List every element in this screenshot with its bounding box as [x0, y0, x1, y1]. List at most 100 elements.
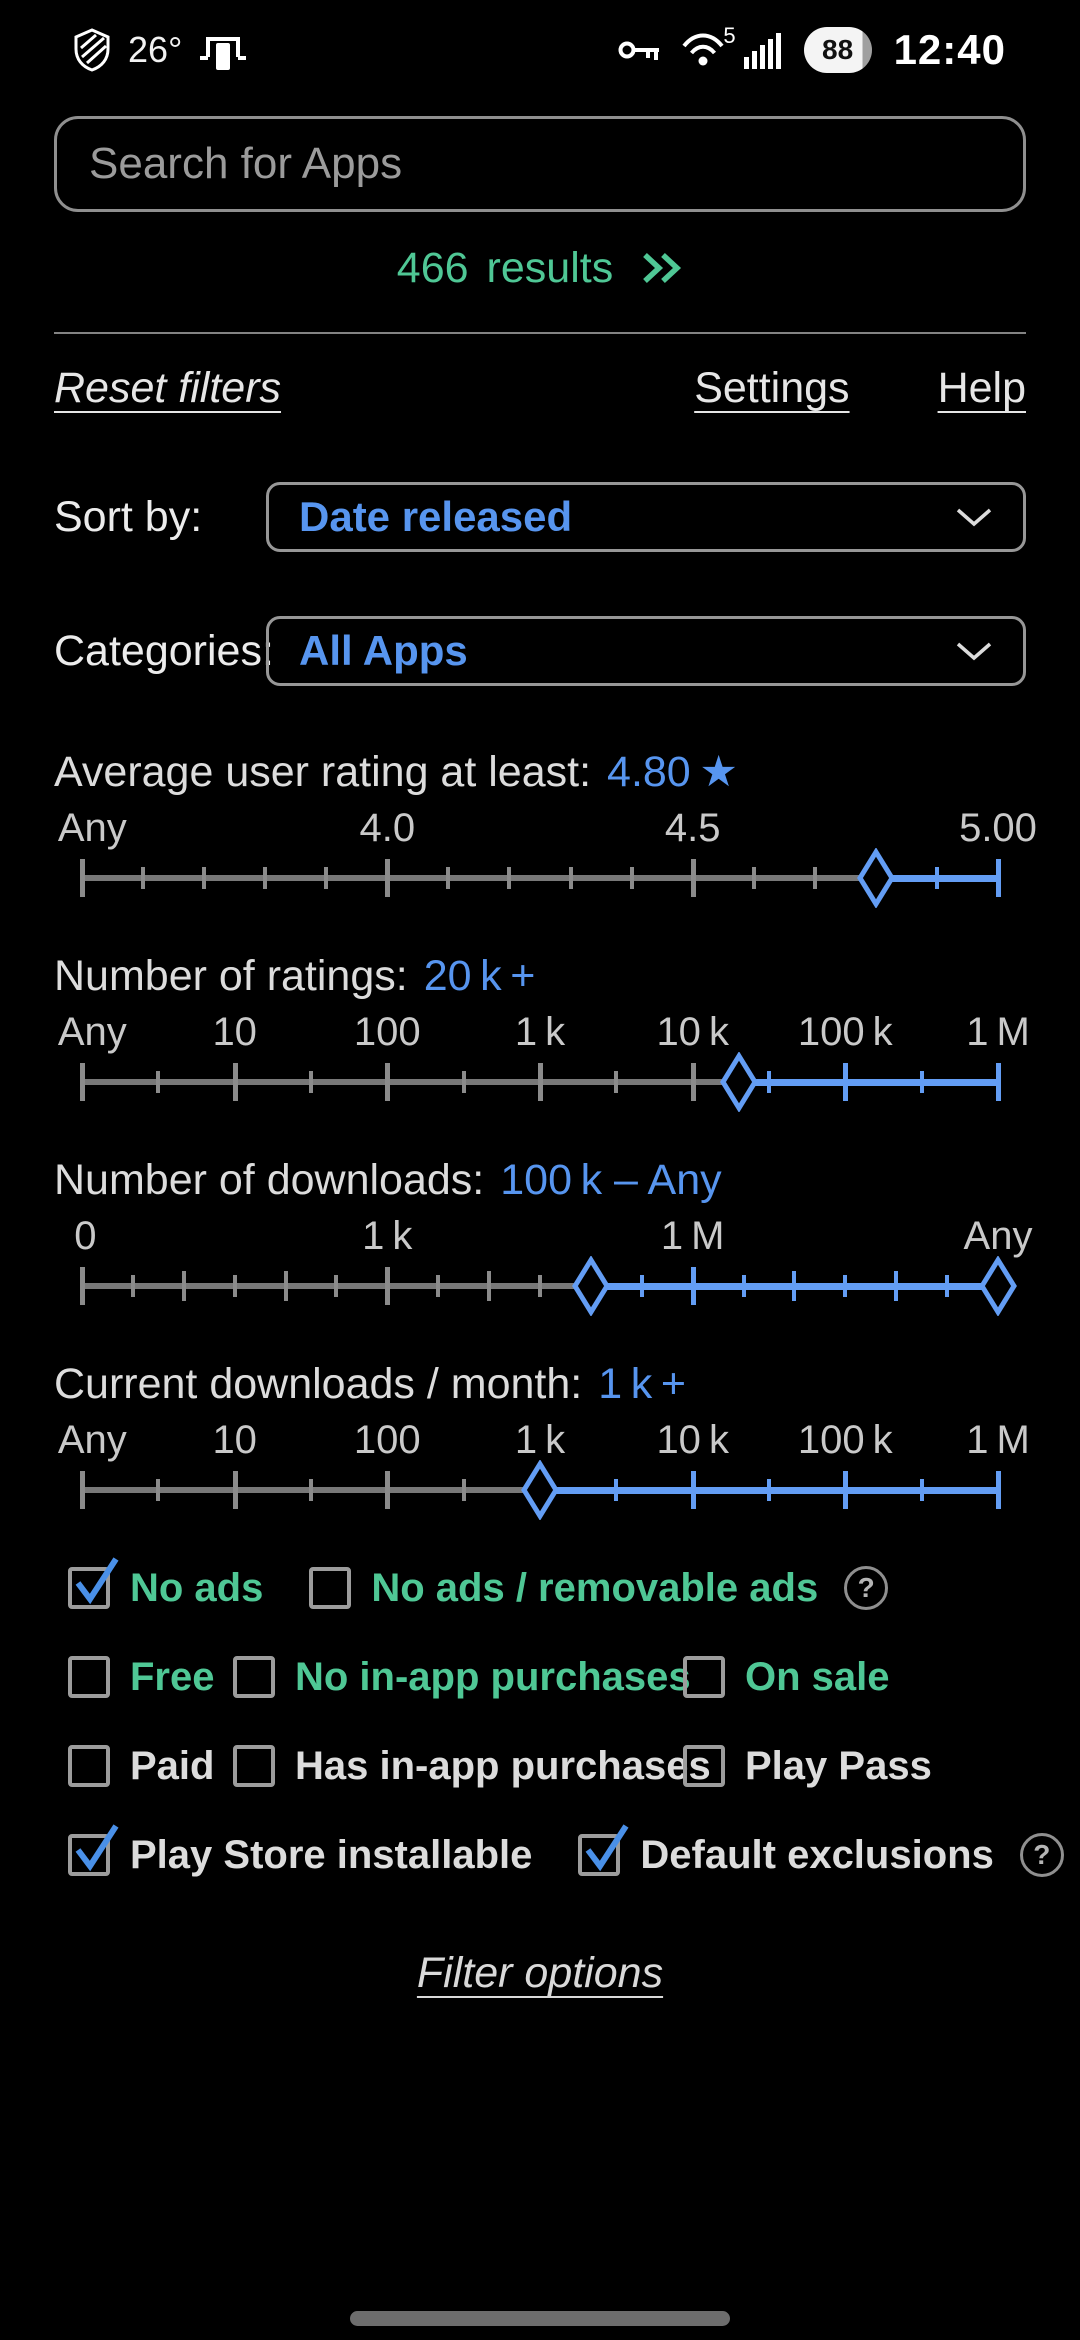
slider-scale-label: 10 — [212, 1418, 257, 1462]
reset-filters-link[interactable]: Reset filters — [54, 363, 282, 412]
slider-title-text: Average user rating at least: — [54, 748, 592, 796]
settings-link[interactable]: Settings — [694, 363, 850, 412]
slider-tick — [232, 1275, 237, 1297]
clock: 12:40 — [893, 26, 1006, 73]
slider-tick — [385, 1063, 391, 1101]
slider-tick — [232, 1471, 238, 1509]
checkbox-play-store-installable[interactable]: Play Store installable — [68, 1824, 532, 1878]
slider-tick — [461, 1071, 466, 1093]
slider-tick — [945, 1275, 950, 1297]
checkbox-label: Has in-app purchases — [295, 1743, 711, 1788]
slider-handle[interactable] — [856, 847, 896, 909]
slider-scale-label: 5.00 — [959, 806, 1037, 850]
categories-dropdown[interactable]: All Apps — [266, 616, 1026, 686]
filter-options-row: Filter options — [0, 1949, 1080, 2005]
search-box — [54, 116, 1026, 212]
checkbox-unchecked-icon — [68, 1656, 110, 1698]
status-left: 26° — [74, 27, 247, 73]
slider-scale-label: 1 k — [514, 1418, 566, 1462]
slider-track[interactable] — [80, 1255, 1017, 1317]
checkbox-no-ads[interactable]: No ads — [68, 1557, 263, 1611]
help-icon[interactable]: ? — [1019, 1833, 1064, 1877]
filter-options-link[interactable]: Filter options — [416, 1949, 664, 1997]
results-link[interactable]: 466 results — [0, 242, 1080, 294]
slider-tick — [919, 1479, 924, 1501]
slider-handle[interactable] — [571, 1255, 611, 1317]
checkbox-default-exclusions[interactable]: Default exclusions? — [578, 1824, 1064, 1878]
sort-by-row: Sort by: Date released — [54, 482, 1026, 552]
slider-title: Number of downloads: 100 k – Any — [54, 1152, 1026, 1208]
temperature: 26° — [128, 29, 183, 70]
checkbox-label: Default exclusions — [640, 1832, 994, 1877]
slider-value: 4.80 ★ — [607, 748, 738, 796]
checkbox-has-in-app-purchases[interactable]: Has in-app purchases — [233, 1744, 711, 1789]
double-chevron-right-icon — [639, 246, 683, 290]
checkbox-unchecked-icon — [683, 1745, 725, 1787]
checkbox-play-pass[interactable]: Play Pass — [683, 1744, 1026, 1789]
gesture-navigation-handle[interactable] — [350, 2311, 730, 2326]
slider-tick — [181, 1271, 186, 1301]
slider-tick — [80, 1063, 85, 1101]
categories-value: All Apps — [299, 627, 468, 674]
results-count: 466 — [396, 243, 469, 292]
slider-tick — [334, 1275, 339, 1297]
battery-pill: 88 — [803, 27, 872, 73]
categories-row: Categories: All Apps — [54, 616, 1026, 686]
slider: 0 1 k 1 M Any — [54, 1214, 1032, 1317]
slider-tick — [141, 867, 146, 889]
slider-tick — [690, 1063, 696, 1101]
checkbox-row: Free No in-app purchases On sale — [68, 1653, 1026, 1701]
sort-by-dropdown[interactable]: Date released — [266, 482, 1026, 552]
slider-tick — [843, 1471, 849, 1509]
slider-track[interactable] — [80, 1051, 1001, 1113]
checkbox-unchecked-icon — [309, 1567, 352, 1609]
slider-tick — [461, 1479, 466, 1501]
slider-tick — [568, 867, 573, 889]
slider-tick — [690, 1471, 696, 1509]
checkbox-on-sale[interactable]: On sale — [683, 1655, 1026, 1700]
slider-track[interactable] — [80, 1459, 1001, 1521]
chevron-down-icon — [955, 640, 993, 662]
slider-tick — [690, 859, 696, 897]
status-right: 5 88 12:40 — [618, 23, 1006, 74]
slider-tick — [385, 1471, 391, 1509]
checkbox-unchecked-icon — [68, 1745, 110, 1787]
slider-scale-label: 100 — [353, 1418, 421, 1462]
links-row: Reset filters Settings Help — [54, 360, 1026, 416]
shield-icon — [74, 28, 110, 72]
slider-tick — [934, 867, 939, 889]
help-icon[interactable]: ? — [844, 1566, 889, 1610]
signal-bars-icon — [743, 31, 786, 69]
checkbox-free[interactable]: Free — [68, 1655, 233, 1700]
chevron-down-icon — [955, 506, 993, 528]
slider-handle[interactable] — [719, 1051, 759, 1113]
checkbox-no-in-app-purchases[interactable]: No in-app purchases — [233, 1655, 691, 1700]
checkbox-no-ads-removable-ads[interactable]: No ads / removable ads? — [309, 1566, 889, 1611]
slider-section: Number of ratings: 20 k + Any 10 100 1 k 10 k… — [54, 948, 1030, 1113]
slider-tick — [919, 1071, 924, 1093]
slider-tick — [202, 867, 207, 889]
slider-scale-label: 0 — [74, 1214, 97, 1258]
slider-title-text: Number of ratings: — [54, 952, 408, 1000]
slider-tick — [80, 1471, 85, 1509]
search-input[interactable] — [87, 138, 993, 190]
slider-tick — [385, 859, 391, 897]
slider-handle[interactable] — [520, 1459, 560, 1521]
checkbox-paid[interactable]: Paid — [68, 1744, 233, 1789]
slider-scale-label: 100 — [353, 1010, 421, 1054]
slider-section: Current downloads / month: 1 k + Any 10 100… — [54, 1356, 1030, 1521]
slider-scale: Any 10 100 1 k 10 k 100 k 1 M — [58, 1010, 1030, 1056]
sort-by-value: Date released — [299, 493, 573, 540]
slider-tick — [80, 1267, 85, 1305]
slider-scale-label: Any — [57, 806, 127, 850]
help-link[interactable]: Help — [937, 363, 1026, 412]
checkbox-checked-icon — [68, 1557, 119, 1609]
slider-scale-label: 1 M — [966, 1010, 1030, 1054]
slider-list: Average user rating at least: 4.80 ★ Any 4… — [0, 744, 1080, 1521]
slider-scale-label: 1 M — [660, 1214, 725, 1258]
slider-track[interactable] — [80, 847, 1001, 909]
slider-scale-label: 10 k — [656, 1418, 729, 1462]
slider-tick — [843, 1275, 848, 1297]
slider-tick — [629, 867, 634, 889]
slider-handle[interactable] — [978, 1255, 1018, 1317]
